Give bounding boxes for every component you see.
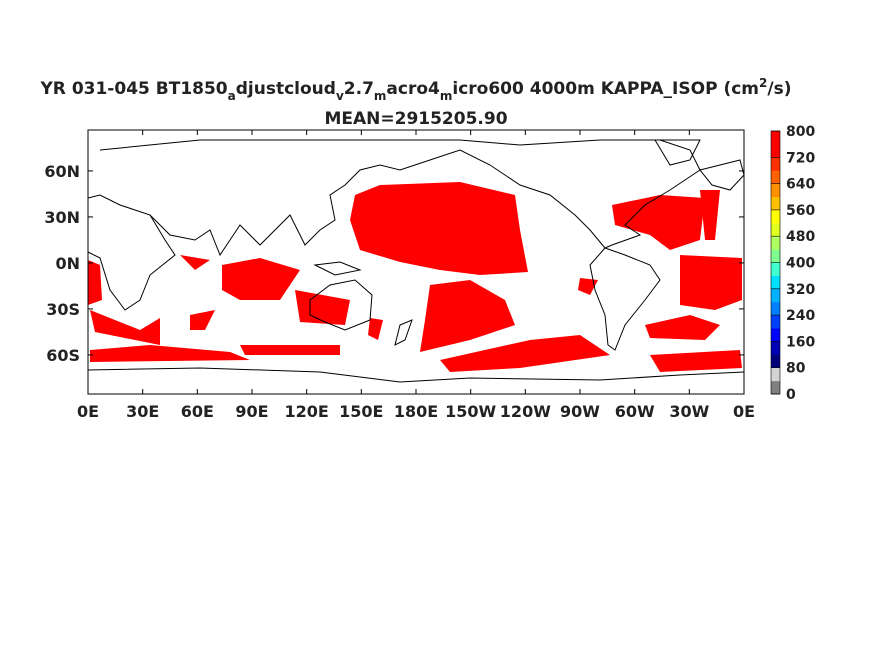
kappa-field: [88, 182, 742, 372]
x-tick-label: 120E: [285, 402, 329, 421]
x-tick-label: 60W: [615, 402, 655, 421]
colorbar-swatch: [771, 315, 780, 329]
colorbar-swatch: [771, 262, 780, 276]
title-segment: m: [374, 89, 387, 103]
x-tick-label: 180E: [394, 402, 438, 421]
title-segment: v: [336, 89, 344, 103]
y-tick-label: 60S: [46, 346, 80, 365]
colorbar-label: 640: [786, 177, 815, 193]
colorbar-swatch: [771, 157, 780, 171]
colorbar-swatch: [771, 354, 780, 368]
kappa-region: [190, 310, 215, 330]
kappa-region: [90, 310, 160, 345]
title-segment: icro600 4000m KAPPA_ISOP (cm: [452, 79, 759, 99]
colorbar-swatch: [771, 288, 780, 303]
colorbar-swatch: [771, 183, 780, 198]
kappa-region: [680, 255, 742, 310]
title-segment: YR 031-045 BT1850: [40, 79, 228, 99]
colorbar-label: 560: [786, 203, 815, 219]
y-tick-label: 30N: [44, 208, 80, 227]
kappa-region: [645, 315, 720, 340]
title-segment: /s): [767, 79, 791, 99]
kappa-region: [240, 345, 340, 355]
colorbar-label: 80: [786, 361, 806, 377]
colorbar-swatch: [771, 144, 780, 158]
kappa-region: [440, 335, 610, 372]
x-tick-label: 150W: [445, 402, 496, 421]
kappa-region: [350, 182, 528, 275]
title-segment: 2: [759, 76, 767, 90]
colorbar-swatch: [771, 301, 780, 316]
x-tick-label: 30W: [669, 402, 709, 421]
kappa-region: [222, 258, 300, 300]
x-tick-label: 150E: [339, 402, 383, 421]
y-tick-label: 0N: [55, 254, 80, 273]
colorbar-swatch: [771, 275, 780, 290]
title-segment: acro4: [386, 79, 440, 99]
colorbar-swatch: [771, 196, 780, 211]
x-tick-label: 90E: [235, 402, 268, 421]
kappa-region: [612, 195, 705, 250]
colorbar-swatch: [771, 249, 780, 263]
colorbar-label: 800: [786, 124, 815, 140]
colorbar-swatch: [771, 328, 780, 342]
colorbar-label: 0: [786, 387, 796, 403]
kappa-region: [420, 280, 515, 352]
colorbar-label: 160: [786, 334, 815, 350]
map-subtitle: MEAN=2915205.90: [324, 109, 507, 129]
kappa-region: [88, 260, 102, 305]
colorbar-label: 400: [786, 256, 815, 272]
x-tick-label: 90W: [560, 402, 600, 421]
colorbar-swatch: [771, 131, 780, 145]
title-segment: djustcloud: [236, 79, 336, 99]
coastlines: [87, 139, 745, 383]
colorbar-swatch: [771, 209, 780, 224]
kappa-region: [180, 255, 210, 270]
title-segment: m: [440, 89, 453, 103]
map-title: YR 031-045 BT1850adjustcloudv2.7macro4mi…: [40, 76, 792, 103]
x-tick-label: 0E: [77, 402, 99, 421]
x-tick-label: 120W: [500, 402, 551, 421]
colorbar-swatch: [771, 223, 780, 237]
colorbar-swatch: [771, 367, 780, 382]
y-tick-label: 60N: [44, 162, 80, 181]
colorbar-label: 720: [786, 150, 815, 166]
kappa-region: [650, 350, 742, 372]
kappa-region: [90, 345, 250, 362]
x-tick-label: 0E: [733, 402, 755, 421]
colorbar-swatch: [771, 170, 780, 184]
title-segment: 2.7: [344, 79, 374, 99]
x-tick-label: 60E: [181, 402, 214, 421]
kappa-region: [700, 190, 720, 240]
colorbar-label: 240: [786, 308, 815, 324]
colorbar-swatch: [771, 380, 780, 395]
colorbar-swatch: [771, 236, 780, 250]
colorbar-label: 480: [786, 229, 815, 245]
y-tick-label: 30S: [46, 300, 80, 319]
kappa-region: [368, 318, 383, 340]
x-tick-label: 30E: [126, 402, 159, 421]
kappa-region: [295, 290, 350, 325]
title-segment: a: [228, 89, 236, 103]
colorbar-swatch: [771, 341, 780, 355]
colorbar-label: 320: [786, 282, 815, 298]
